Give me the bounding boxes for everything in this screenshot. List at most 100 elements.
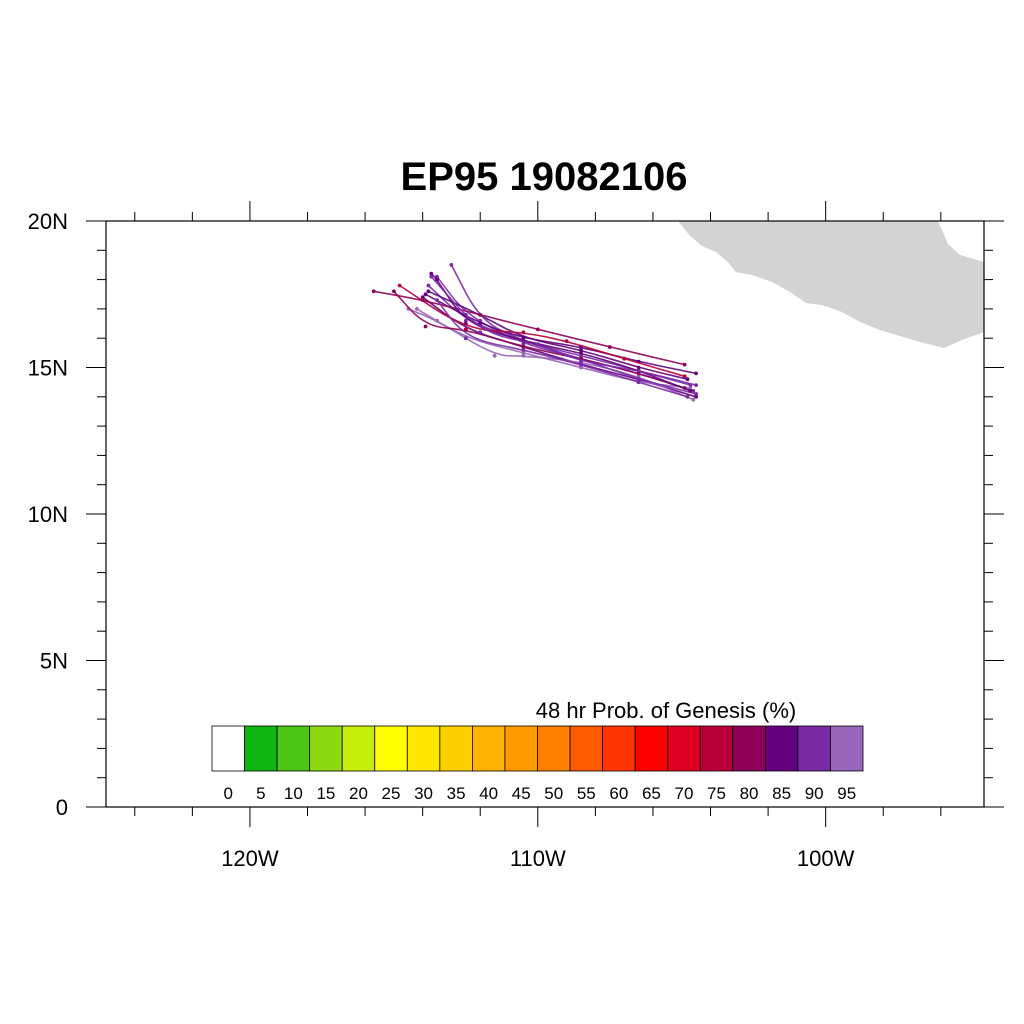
- track-point-8-1: [607, 345, 612, 349]
- colorbar-label: 70: [675, 784, 694, 803]
- colorbar-label: 80: [740, 784, 759, 803]
- track-line-7: [425, 293, 697, 375]
- colorbar-label: 85: [772, 784, 791, 803]
- colorbar-swatch: [732, 725, 766, 772]
- track-point-6-1: [636, 377, 641, 382]
- track-line-2: [428, 290, 688, 380]
- track-point-11-4: [463, 327, 468, 332]
- colorbar-swatch: [634, 725, 669, 772]
- track-point-2-1: [636, 365, 641, 370]
- track-line-9: [393, 290, 685, 389]
- track-point-13-1: [636, 380, 641, 385]
- colorbar-swatch: [374, 725, 408, 772]
- y-tick-label: 0: [56, 795, 68, 820]
- track-point-8-0: [682, 362, 687, 367]
- colorbar-swatch: [537, 725, 571, 772]
- track-point-5-0: [691, 397, 696, 402]
- track-point-12-5: [429, 274, 434, 279]
- track-point-3-5: [420, 295, 425, 300]
- land-polygon: [678, 221, 984, 348]
- tracks-layer: [371, 263, 698, 402]
- colorbar-swatch: [797, 725, 831, 772]
- track-point-11-5: [397, 283, 402, 288]
- track-point-4-5: [415, 307, 419, 311]
- track-point-10-5: [435, 277, 439, 282]
- track-point-2-0: [685, 377, 690, 382]
- track-point-9-5: [423, 324, 428, 329]
- colorbar-label: 20: [349, 784, 368, 803]
- colorbar-swatch: [569, 725, 603, 772]
- track-point-2-2: [579, 348, 583, 352]
- track-point-6-0: [694, 392, 698, 396]
- track-point-11-1: [622, 356, 627, 361]
- track-point-13-2: [579, 362, 583, 367]
- colorbar-swatch: [504, 725, 538, 772]
- colorbar-label: 45: [512, 784, 531, 803]
- colorbar-swatch: [341, 725, 376, 772]
- track-point-8-2: [535, 327, 540, 332]
- track-point-4-0: [688, 386, 693, 390]
- track-point-8-5: [371, 289, 376, 294]
- colorbar-swatch: [699, 725, 734, 772]
- map-title: EP95 19082106: [401, 155, 688, 199]
- track-line-10: [430, 273, 691, 392]
- colorbar-swatch: [244, 725, 278, 772]
- colorbar-label: 30: [414, 784, 433, 803]
- colorbar-title: 48 hr Prob. of Genesis (%): [536, 698, 796, 723]
- y-tick-label: 10N: [28, 502, 68, 527]
- track-point-1-5: [435, 274, 439, 279]
- colorbar-swatch: [276, 725, 311, 772]
- track-point-9-6: [392, 289, 396, 294]
- colorbar-label: 5: [256, 784, 265, 803]
- track-point-7-5: [423, 292, 428, 297]
- y-tick-label: 15N: [28, 356, 68, 381]
- colorbar-label: 10: [284, 784, 303, 803]
- colorbar-label: 75: [707, 784, 726, 803]
- track-point-1-3: [521, 342, 526, 346]
- track-point-10-6: [429, 271, 434, 276]
- colorbar-label: 60: [609, 784, 628, 803]
- track-point-13-4: [463, 336, 468, 341]
- track-point-5-3: [521, 353, 526, 358]
- track-point-13-0: [685, 394, 690, 399]
- colorbar-label: 40: [479, 784, 498, 803]
- track-point-10-0: [688, 389, 693, 393]
- track-point-5-4: [492, 353, 497, 358]
- track-point-2-5: [426, 289, 431, 294]
- colorbar-swatch: [439, 725, 473, 772]
- colorbar-swatch: [309, 725, 343, 772]
- track-point-11-3: [521, 330, 526, 335]
- colorbar-swatch: [471, 725, 506, 772]
- track-point-4-2: [579, 365, 583, 370]
- colorbar: 48 hr Prob. of Genesis (%) 0 5 10 15 20 25 30 3…: [211, 698, 864, 803]
- track-point-0-4: [463, 318, 468, 323]
- track-point-6-5: [449, 263, 454, 267]
- track-point-1-0: [691, 389, 696, 393]
- track-point-3-0: [694, 394, 698, 399]
- colorbar-label: 65: [642, 784, 661, 803]
- track-point-13-5: [435, 298, 439, 302]
- colorbar-label: 90: [805, 784, 824, 803]
- track-point-7-0: [694, 371, 698, 376]
- colorbar-label: 35: [447, 784, 466, 803]
- track-point-0-2: [579, 353, 583, 358]
- track-point-5-1: [636, 374, 641, 379]
- land-mass: [678, 221, 984, 348]
- track-point-5-5: [435, 318, 439, 323]
- track-point-7-3: [521, 336, 526, 341]
- colorbar-swatch: [830, 725, 864, 772]
- colorbar-label: 15: [316, 784, 335, 803]
- track-line-13: [436, 299, 688, 398]
- colorbar-swatch: [211, 725, 245, 772]
- track-point-12-0: [694, 383, 698, 387]
- colorbar-label: 0: [224, 784, 233, 803]
- track-line-1: [436, 276, 694, 392]
- track-line-11: [399, 284, 685, 378]
- colorbar-swatch: [406, 725, 441, 772]
- track-line-4: [416, 308, 691, 389]
- axis-ticks: 20N 15N 10N 5N 0 120W 110W 100W: [28, 201, 1004, 871]
- colorbar-swatch: [602, 725, 636, 772]
- colorbar-swatch: [667, 725, 701, 772]
- track-point-4-3: [521, 350, 526, 355]
